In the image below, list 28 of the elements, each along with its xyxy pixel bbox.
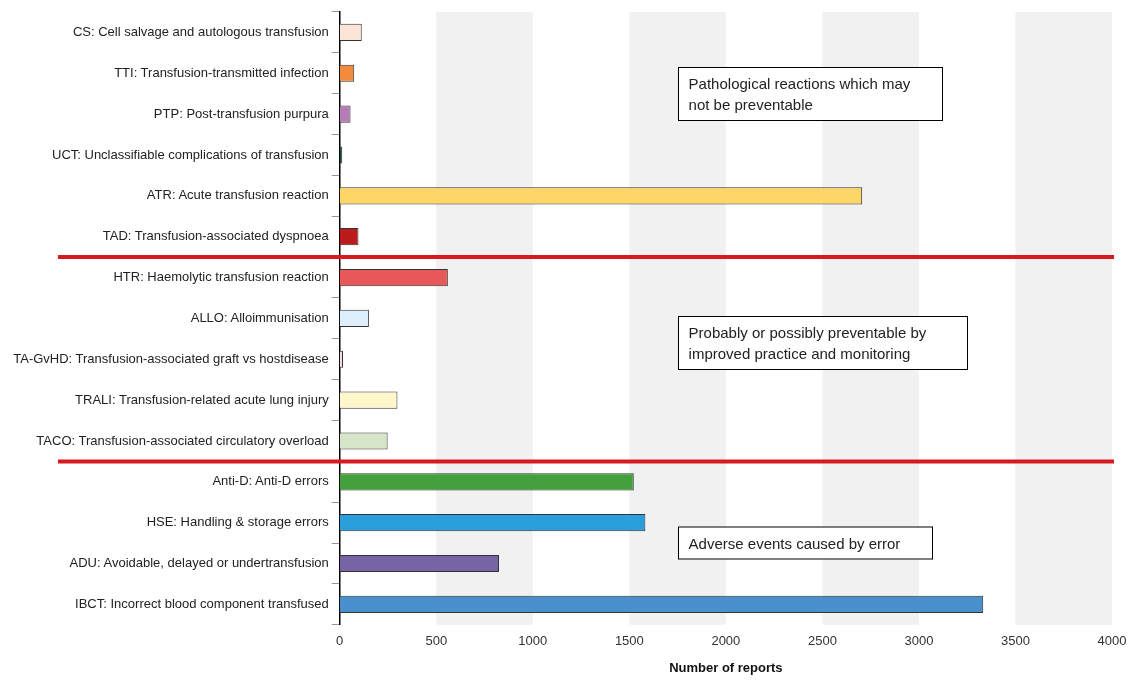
- y-tick-label: HTR: Haemolytic transfusion reaction: [113, 269, 329, 285]
- y-tick-label: UCT: Unclassifiable complications of transfusion: [52, 146, 329, 162]
- y-tick-label: TTI: Transfusion-transmitted infection: [114, 64, 329, 80]
- y-tick-label: TRALI: Transfusion-related acute lung injury: [75, 391, 330, 407]
- x-tick-label: 2500: [807, 633, 837, 649]
- callout-box: Adverse events caused by error: [677, 526, 933, 560]
- x-tick-label: 1500: [614, 633, 644, 649]
- x-tick-label: 3500: [1001, 633, 1030, 649]
- x-tick-label: 1000: [518, 633, 548, 649]
- x-tick-label: 500: [425, 633, 448, 649]
- x-tick-label: 4000: [1097, 633, 1127, 649]
- y-tick-label: ADU: Avoidable, delayed or undertransfusion: [69, 555, 329, 571]
- callout-box: Probably or possibly preventable by improved practice and monitoring: [677, 315, 968, 370]
- y-tick-label: Anti-D: Anti-D errors: [212, 473, 330, 489]
- y-tick-label: IBCT: Incorrect blood component transfused: [75, 595, 329, 611]
- y-tick-label: TAD: Transfusion-associated dyspnoea: [102, 228, 330, 244]
- y-tick-label: TACO: Transfusion-associated circulatory overload: [36, 432, 329, 448]
- y-tick-label: CS: Cell salvage and autologous transfusion: [72, 24, 329, 39]
- y-tick-label: ALLO: Alloimmunisation: [190, 309, 329, 325]
- x-axis-title: Number of reports: [669, 659, 783, 675]
- y-tick-label: PTP: Post-transfusion purpura: [153, 105, 330, 121]
- y-tick-label: ATR: Acute transfusion reaction: [146, 187, 329, 203]
- x-tick-label: 0: [336, 633, 344, 649]
- x-tick-label: 3000: [904, 633, 934, 649]
- x-tick-label: 2000: [711, 633, 741, 649]
- y-tick-label: HSE: Handling & storage errors: [146, 514, 330, 530]
- y-tick-label: TA-GvHD: Transfusion-associated graft vs hostdisease: [13, 350, 329, 366]
- callout-box: Pathological reactions which may not be preventable: [677, 66, 943, 121]
